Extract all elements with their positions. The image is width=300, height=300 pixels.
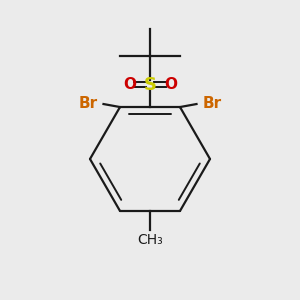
Text: Br: Br [78, 96, 98, 111]
Text: CH₃: CH₃ [137, 232, 163, 247]
Text: O: O [123, 77, 136, 92]
Text: O: O [164, 77, 177, 92]
Text: Br: Br [202, 96, 222, 111]
Text: S: S [143, 76, 157, 94]
